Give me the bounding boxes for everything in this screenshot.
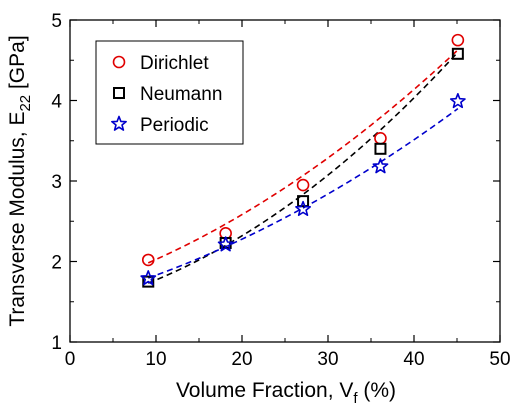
data-point-dirichlet: [374, 132, 387, 145]
data-point-periodic: [372, 158, 389, 174]
legend-label-periodic: Periodic: [140, 115, 209, 136]
fit-curves: [147, 49, 459, 284]
data-point-neumann: [142, 275, 155, 288]
x-tick-label: 0: [65, 349, 76, 370]
data-point-periodic: [449, 93, 466, 109]
fit-curve-neumann: [147, 51, 459, 284]
data-point-dirichlet: [296, 178, 310, 192]
data-points: [140, 33, 466, 288]
data-point-periodic: [140, 270, 157, 286]
y-axis-title: Transverse Modulus, E22 [GPa]: [6, 35, 34, 326]
data-point-dirichlet: [451, 33, 465, 47]
fit-curve-periodic: [147, 107, 459, 279]
legend-box: [95, 40, 244, 145]
data-point-periodic: [217, 236, 234, 252]
legend-label-dirichlet: Dirichlet: [140, 53, 209, 74]
x-axis-title: Volume Fraction, Vf (%): [176, 379, 396, 407]
legend-marker-dirichlet: [112, 55, 126, 69]
data-point-neumann: [374, 142, 387, 155]
y-tick-label: 1: [51, 333, 62, 354]
y-tick-label: 4: [51, 92, 62, 113]
x-tick-label: 40: [403, 349, 424, 370]
x-tick-label: 20: [231, 349, 252, 370]
x-tick-label: 30: [317, 349, 338, 370]
data-point-neumann: [451, 47, 464, 60]
legend-marker-neumann: [113, 87, 125, 99]
data-point-neumann: [297, 195, 310, 208]
legend-label-neumann: Neumann: [140, 84, 222, 105]
x-tick-label: 10: [145, 349, 166, 370]
data-point-periodic: [295, 200, 311, 217]
y-tick-label: 5: [51, 11, 62, 32]
x-tick-label: 50: [489, 349, 510, 370]
y-tick-label: 2: [51, 253, 62, 274]
legend-marker-periodic: [111, 115, 127, 131]
legend: Dirichlet Neumann Periodic: [95, 40, 244, 145]
data-point-dirichlet: [141, 253, 155, 267]
ticks: 0 10 20 30 40 50 1 2 3 4 5: [51, 11, 510, 370]
y-tick-label: 3: [51, 172, 62, 193]
